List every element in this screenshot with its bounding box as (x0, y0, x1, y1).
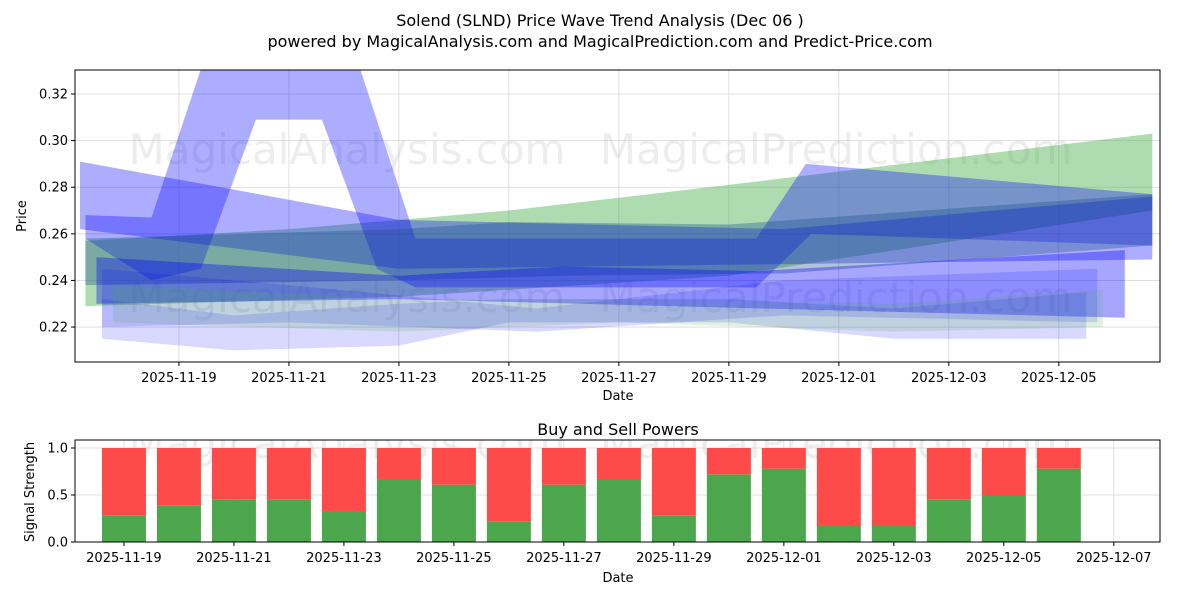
x-tick-label: 2025-12-01 (801, 371, 877, 386)
bar-chart-title: Buy and Sell Powers (537, 420, 699, 439)
x-tick-label: 2025-11-21 (196, 551, 272, 566)
buy-sell-plot: MagicalAnalysis.com MagicalPrediction.com… (47, 439, 1161, 566)
buy-bar (651, 515, 696, 542)
x-tick-label: 2025-11-19 (86, 551, 162, 566)
y-tick-label: 0.0 (47, 536, 68, 551)
buy-bar (816, 526, 861, 542)
buy-bar (266, 499, 311, 542)
buy-bar (211, 499, 256, 542)
sell-bar (761, 447, 806, 469)
sell-bar (376, 447, 421, 480)
watermark-text: MagicalAnalysis.com (129, 125, 566, 174)
sell-bar (651, 447, 696, 516)
x-tick-label: 2025-11-27 (526, 551, 602, 566)
buy-bar (981, 494, 1026, 542)
sell-bar (541, 447, 586, 485)
x-tick-label: 2025-12-03 (856, 551, 932, 566)
faint-wave-2-band (101, 268, 1098, 332)
x-tick-label: 2025-12-01 (746, 551, 822, 566)
plot-frame (74, 439, 1161, 543)
green-wave-band (85, 133, 1153, 307)
buy-bar (101, 515, 146, 542)
blue-lower-wave-band (96, 250, 1125, 318)
buy-bar (1036, 468, 1081, 542)
x-tick-label: 2025-11-25 (416, 551, 492, 566)
plot-area: MagicalAnalysis.com MagicalPrediction.com (75, 440, 1160, 542)
buy-bar (156, 505, 201, 542)
teal-wave-band (85, 194, 1153, 286)
sell-bar (101, 447, 146, 516)
x-tick-label: 2025-12-05 (966, 551, 1042, 566)
chart-title: Solend (SLND) Price Wave Trend Analysis … (396, 11, 804, 30)
buy-bar (321, 510, 366, 542)
y-tick-label: 0.5 (47, 488, 68, 503)
plot-area: MagicalAnalysis.com MagicalAnalysis.com Ma… (75, 70, 1160, 362)
watermark-text: MagicalPrediction.com (600, 273, 1073, 322)
blue-diagonal-wave-band (79, 161, 1153, 269)
sell-bar (981, 447, 1026, 495)
y-tick-label: 0.32 (39, 88, 68, 103)
sell-bar (486, 447, 531, 522)
y-tick-label: 0.28 (39, 181, 68, 196)
x-tick-label: 2025-11-29 (691, 371, 767, 386)
main-x-axis-label: Date (602, 389, 633, 404)
watermark-text: MagicalAnalysis.com (129, 273, 566, 322)
y-tick-label: 1.0 (47, 441, 68, 456)
main-y-axis-label: Price (15, 200, 30, 232)
buy-bar (376, 479, 421, 542)
y-tick-label: 0.30 (39, 134, 68, 149)
sell-bar (211, 447, 256, 500)
faint-wave-1-band (101, 292, 1087, 351)
sell-bar (156, 447, 201, 506)
sell-bar (596, 447, 641, 480)
x-tick-label: 2025-11-19 (141, 371, 217, 386)
sell-bar (706, 447, 751, 475)
x-tick-label: 2025-11-25 (471, 371, 547, 386)
buy-bar (596, 479, 641, 542)
buy-bar (871, 526, 916, 542)
x-tick-label: 2025-11-21 (251, 371, 327, 386)
buy-bar (761, 468, 806, 542)
plot-frame (74, 69, 1161, 363)
sell-bar (926, 447, 971, 500)
x-tick-label: 2025-12-07 (1076, 551, 1152, 566)
y-tick-label: 0.26 (39, 227, 68, 242)
buy-bar (486, 521, 531, 542)
x-tick-label: 2025-12-05 (1021, 371, 1097, 386)
x-tick-label: 2025-11-23 (306, 551, 382, 566)
buy-bar (431, 484, 476, 542)
watermark-text: MagicalPrediction.com (600, 125, 1073, 174)
x-tick-label: 2025-11-29 (636, 551, 712, 566)
sell-bar (266, 447, 311, 500)
bar-x-axis-label: Date (602, 571, 633, 586)
chart-subtitle: powered by MagicalAnalysis.com and Magic… (267, 32, 932, 51)
sell-bar (431, 447, 476, 485)
y-tick-label: 0.24 (39, 274, 68, 289)
x-tick-label: 2025-11-27 (581, 371, 657, 386)
buy-bar (706, 474, 751, 542)
buy-bar (541, 484, 586, 542)
blue-arch-wave-band (85, 70, 1153, 288)
price-wave-plot: MagicalAnalysis.com MagicalAnalysis.com Ma… (39, 69, 1161, 386)
sell-bar (321, 447, 366, 511)
sell-bar (816, 447, 861, 527)
faint-green-wave-band (112, 285, 1103, 332)
buy-bar (926, 499, 971, 542)
sell-bar (1036, 447, 1081, 469)
x-tick-label: 2025-12-03 (911, 371, 987, 386)
sell-bar (871, 447, 916, 527)
bar-y-axis-label: Signal Strength (23, 442, 38, 542)
x-tick-label: 2025-11-23 (361, 371, 437, 386)
y-tick-label: 0.22 (39, 321, 68, 336)
